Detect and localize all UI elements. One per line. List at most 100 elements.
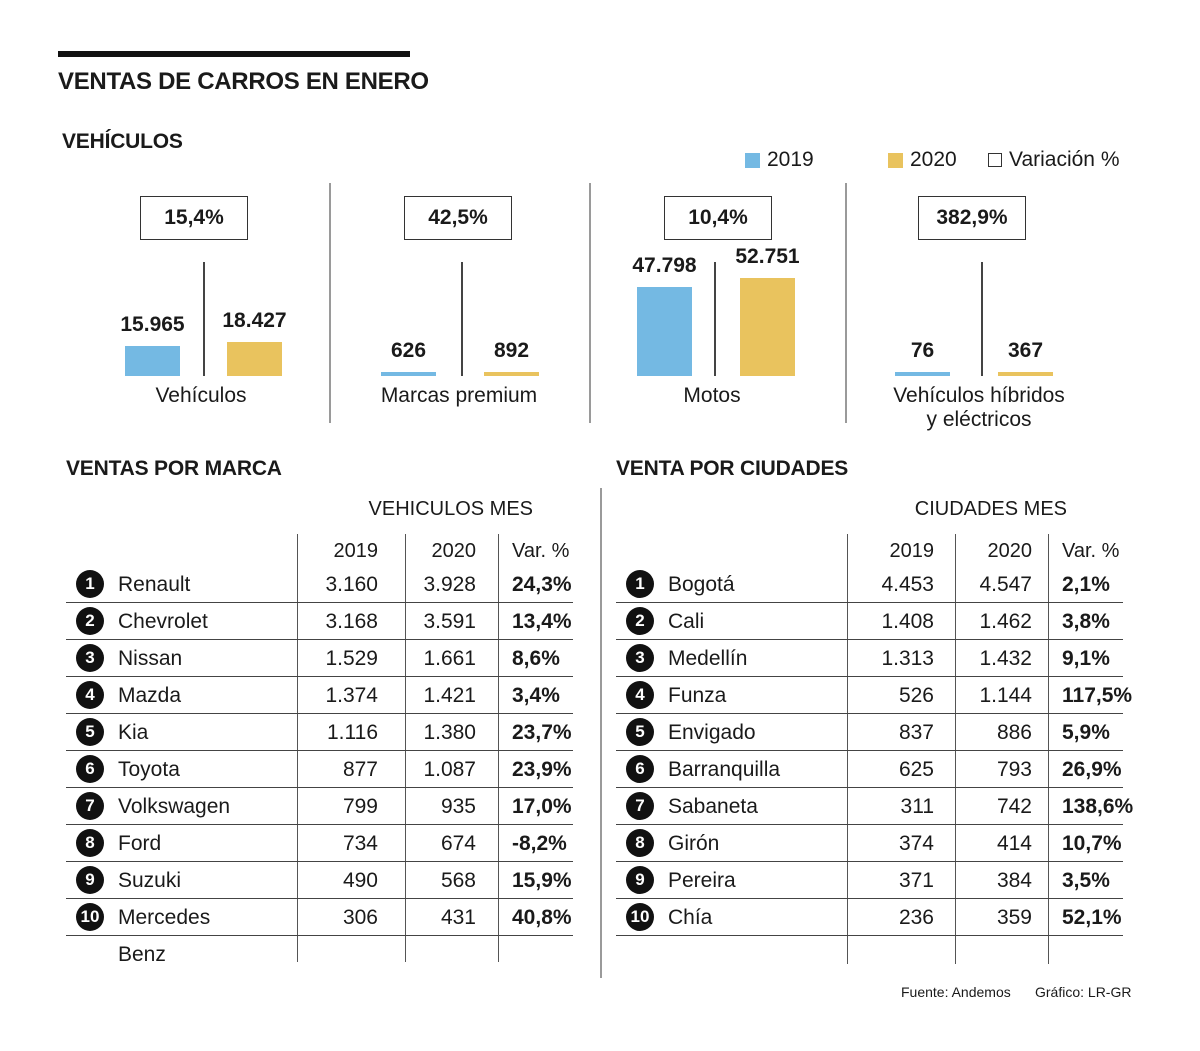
bar-value-label: 367 bbox=[1007, 339, 1044, 362]
legend-2020-label: 2020 bbox=[910, 148, 957, 171]
row-name: Renault bbox=[118, 573, 191, 596]
rank-badge: 2 bbox=[626, 607, 654, 635]
bar-value-label: 892 bbox=[493, 339, 530, 362]
legend-2019: 2019 bbox=[745, 148, 814, 172]
brands-section-title: VENTAS POR MARCA bbox=[66, 457, 282, 480]
category-label: Vehículos híbridos y eléctricos bbox=[869, 384, 1089, 432]
rank-badge: 5 bbox=[626, 718, 654, 746]
row-variation: 15,9% bbox=[512, 869, 572, 892]
category-label: Vehículos bbox=[91, 384, 311, 408]
row-name: Funza bbox=[668, 684, 727, 707]
category-label-line1: Vehículos híbridos bbox=[893, 384, 1065, 407]
row-value-2020: 3.928 bbox=[423, 573, 476, 596]
column-divider bbox=[1048, 534, 1050, 964]
row-divider bbox=[66, 639, 573, 641]
legend-2020-swatch bbox=[888, 152, 903, 168]
bar-separator bbox=[203, 262, 205, 376]
row-variation: 2,1% bbox=[1062, 573, 1110, 596]
row-variation: 5,9% bbox=[1062, 721, 1110, 744]
cities-section-title: VENTA POR CIUDADES bbox=[616, 457, 849, 480]
rank-badge: 1 bbox=[76, 570, 104, 598]
row-variation: 117,5% bbox=[1062, 684, 1133, 707]
row-name: Chía bbox=[668, 906, 713, 929]
row-value-2019: 371 bbox=[898, 869, 934, 892]
row-value-2020: 431 bbox=[440, 906, 476, 929]
row-value-2020: 1.380 bbox=[423, 721, 476, 744]
category-label-line1: Marcas premium bbox=[380, 384, 538, 407]
row-divider bbox=[616, 602, 1123, 604]
rank-badge: 4 bbox=[626, 681, 654, 709]
row-value-2020: 1.421 bbox=[423, 684, 476, 707]
rank-badge: 10 bbox=[626, 903, 654, 931]
row-name: Girón bbox=[668, 832, 720, 855]
row-value-2020: 3.591 bbox=[423, 610, 476, 633]
row-value-2019: 1.374 bbox=[325, 684, 378, 707]
center-divider bbox=[600, 488, 602, 978]
row-divider bbox=[66, 602, 573, 604]
bar-2019 bbox=[381, 372, 436, 376]
row-divider bbox=[616, 787, 1123, 789]
row-variation: -8,2% bbox=[512, 832, 567, 855]
vehicles-section-title: VEHÍCULOS bbox=[62, 130, 183, 153]
row-variation: 10,7% bbox=[1062, 832, 1122, 855]
source-text: Fuente: Andemos bbox=[901, 984, 1011, 1000]
row-value-2019: 1.408 bbox=[881, 610, 934, 633]
panel-divider bbox=[589, 183, 591, 423]
category-label-line1: Motos bbox=[683, 384, 741, 407]
bar-2019 bbox=[125, 346, 180, 376]
row-variation: 3,4% bbox=[512, 684, 560, 707]
rank-badge: 10 bbox=[76, 903, 104, 931]
bar-separator bbox=[981, 262, 983, 376]
row-value-2020: 1.462 bbox=[979, 610, 1032, 633]
row-divider bbox=[616, 861, 1123, 863]
bar-value-label: 47.798 bbox=[632, 254, 697, 277]
rank-badge: 3 bbox=[626, 644, 654, 672]
rank-badge: 9 bbox=[76, 866, 104, 894]
row-value-2020: 384 bbox=[996, 869, 1032, 892]
row-divider bbox=[66, 935, 573, 937]
row-value-2020: 935 bbox=[440, 795, 476, 818]
row-value-2020: 568 bbox=[440, 869, 476, 892]
column-divider bbox=[955, 534, 957, 964]
row-name: Sabaneta bbox=[668, 795, 758, 818]
row-name: Cali bbox=[668, 610, 705, 633]
legend-variation-swatch bbox=[988, 153, 1002, 167]
page-title: VENTAS DE CARROS EN ENERO bbox=[58, 68, 429, 95]
row-variation: 23,9% bbox=[512, 758, 572, 781]
bar-2019 bbox=[637, 287, 692, 376]
row-value-2019: 526 bbox=[898, 684, 934, 707]
column-header: 2019 bbox=[333, 540, 379, 562]
row-name: Mercedes Benz bbox=[118, 906, 211, 966]
row-divider bbox=[616, 750, 1123, 752]
row-value-2019: 490 bbox=[342, 869, 378, 892]
rank-badge: 5 bbox=[76, 718, 104, 746]
row-value-2019: 625 bbox=[898, 758, 934, 781]
graphic-credit: Gráfico: LR-GR bbox=[1035, 984, 1132, 1000]
rank-badge: 6 bbox=[626, 755, 654, 783]
row-variation: 3,5% bbox=[1062, 869, 1110, 892]
variation-box: 15,4% bbox=[140, 196, 248, 240]
row-divider bbox=[66, 787, 573, 789]
legend-2020: 2020 bbox=[888, 148, 957, 172]
bar-value-label: 626 bbox=[390, 339, 427, 362]
bar-separator bbox=[714, 262, 716, 376]
bar-2020 bbox=[740, 278, 795, 376]
row-divider bbox=[616, 676, 1123, 678]
column-divider bbox=[297, 534, 299, 962]
bar-value-label: 18.427 bbox=[222, 309, 287, 332]
row-name: Suzuki bbox=[118, 869, 182, 892]
row-name: Ford bbox=[118, 832, 162, 855]
row-divider bbox=[616, 639, 1123, 641]
row-value-2019: 799 bbox=[342, 795, 378, 818]
row-variation: 9,1% bbox=[1062, 647, 1110, 670]
row-divider bbox=[66, 898, 573, 900]
row-variation: 40,8% bbox=[512, 906, 572, 929]
category-label: Motos bbox=[602, 384, 822, 408]
row-name: Kia bbox=[118, 721, 149, 744]
row-value-2019: 734 bbox=[342, 832, 378, 855]
panel-divider bbox=[329, 183, 331, 423]
row-variation: 24,3% bbox=[512, 573, 572, 596]
row-value-2019: 236 bbox=[898, 906, 934, 929]
bar-2020 bbox=[484, 372, 539, 376]
row-name: Mazda bbox=[118, 684, 182, 707]
